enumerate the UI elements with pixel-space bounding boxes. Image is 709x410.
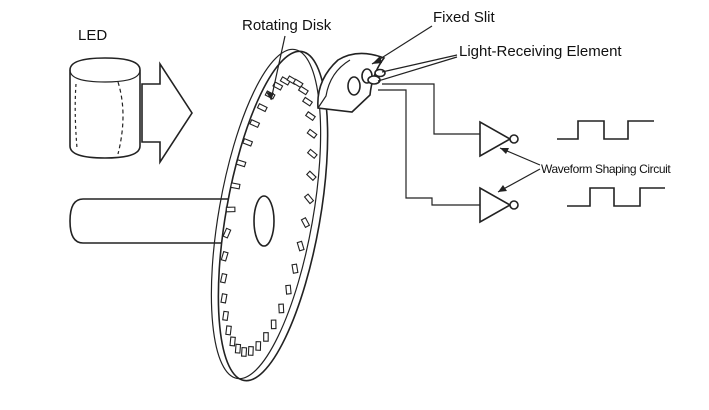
waveform-leader-down-arrowhead: [498, 185, 507, 192]
disk-slit: [222, 227, 232, 239]
square-wave-b: [567, 187, 665, 207]
disk-slit: [247, 346, 254, 356]
fixed-slit-label: Fixed Slit: [433, 9, 496, 26]
rotating-disk-label: Rotating Disk: [242, 17, 332, 34]
disk-slit: [300, 216, 311, 229]
square-wave-a: [557, 120, 654, 140]
disk-slit: [235, 159, 247, 168]
light-receiving-leader-1: [381, 54, 458, 73]
disk-slit: [285, 284, 292, 295]
disk-slit: [296, 240, 305, 252]
signal-wire-b: [378, 89, 480, 206]
disk-slit: [225, 325, 232, 336]
light-receiving-element-label: Light-Receiving Element: [459, 43, 622, 60]
disk-slit: [256, 103, 268, 113]
disk-slit: [306, 128, 318, 139]
light-receiving-leader-2: [377, 56, 458, 82]
disk-slit: [270, 319, 277, 330]
disk-slit: [278, 303, 285, 314]
disk-slit: [249, 119, 261, 129]
amplifier-a-output: [509, 134, 519, 144]
shaft: [69, 198, 256, 244]
slit-window-1: [347, 76, 361, 96]
disk-slit: [303, 193, 315, 205]
rotating-disk: [210, 48, 329, 382]
amplifier-b: [479, 186, 519, 224]
disk-slit: [230, 182, 241, 190]
disk-slits: [219, 75, 318, 357]
light-arrow: [141, 61, 193, 165]
disk-slit: [279, 76, 291, 86]
signal-wire-a: [382, 83, 480, 135]
disk-slit: [234, 343, 242, 354]
amplifier-a: [479, 120, 519, 158]
disk-slit: [297, 85, 309, 96]
disk-slit: [225, 206, 236, 213]
disk-slit: [305, 170, 317, 182]
disk-slit: [301, 96, 314, 107]
disk-slit: [222, 310, 230, 321]
disk-hub: [253, 195, 275, 247]
led-label: LED: [78, 27, 107, 44]
rotating-disk-leader: [270, 35, 286, 101]
fixed-slit-leader: [371, 25, 433, 65]
disk-slit: [220, 250, 229, 262]
disk-slit: [306, 148, 318, 160]
led-lens: [69, 57, 141, 159]
fixed-slit-leader-arrowhead: [372, 56, 382, 64]
disk-slit: [240, 346, 248, 357]
disk-slit: [229, 336, 236, 347]
disk-slit: [304, 111, 317, 122]
rotating-disk-leader-arrowhead: [266, 92, 274, 100]
disk-slit: [220, 293, 228, 304]
disk-slit: [242, 137, 254, 147]
disk-slit: [291, 263, 299, 274]
disk-slit: [263, 332, 269, 342]
amplifier-b-output: [509, 200, 519, 210]
disk-slit: [219, 272, 228, 284]
disk-slit: [255, 341, 262, 351]
waveform-leader-up-arrowhead: [500, 148, 509, 154]
waveform-shaping-label: Waveform Shaping Circuit: [541, 162, 671, 176]
disk-slit: [292, 78, 304, 89]
